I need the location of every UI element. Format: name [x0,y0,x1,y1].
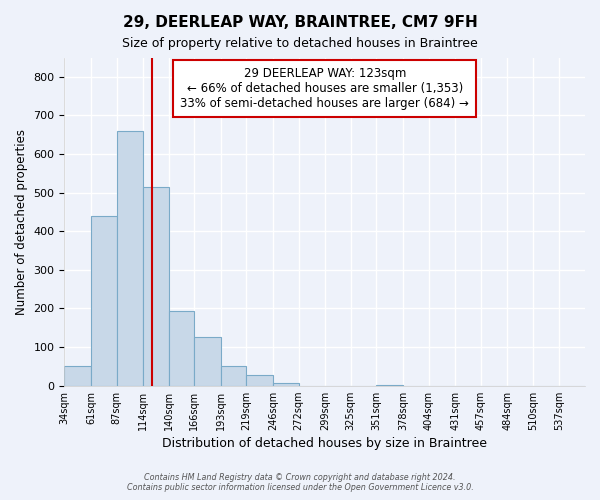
Bar [116,131,143,386]
Bar [376,385,403,386]
Bar [91,216,116,386]
Text: Contains HM Land Registry data © Crown copyright and database right 2024.
Contai: Contains HM Land Registry data © Crown c… [127,473,473,492]
X-axis label: Distribution of detached houses by size in Braintree: Distribution of detached houses by size … [162,437,487,450]
Bar [221,366,247,386]
Text: Size of property relative to detached houses in Braintree: Size of property relative to detached ho… [122,38,478,51]
Bar [169,311,194,386]
Text: 29, DEERLEAP WAY, BRAINTREE, CM7 9FH: 29, DEERLEAP WAY, BRAINTREE, CM7 9FH [122,15,478,30]
Bar [143,187,169,386]
Text: 29 DEERLEAP WAY: 123sqm
← 66% of detached houses are smaller (1,353)
33% of semi: 29 DEERLEAP WAY: 123sqm ← 66% of detache… [180,68,469,110]
Bar [247,376,273,386]
Bar [273,382,299,386]
Bar [64,366,91,386]
Y-axis label: Number of detached properties: Number of detached properties [15,128,28,314]
Bar [194,336,221,386]
